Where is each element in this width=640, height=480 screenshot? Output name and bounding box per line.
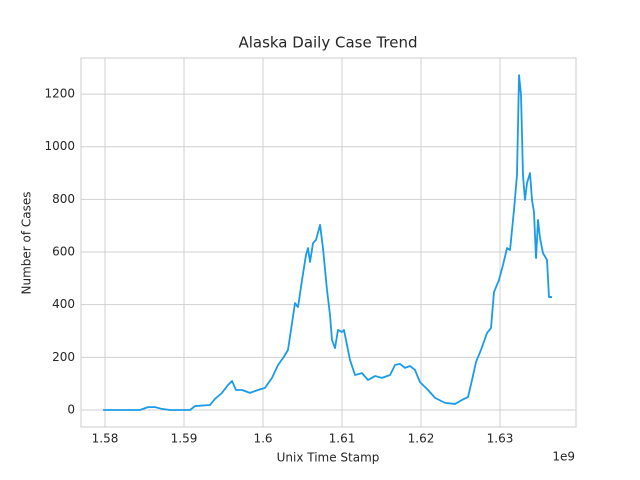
y-tick-label: 800 [52,192,75,206]
x-tick-label: 1.61 [329,432,356,446]
y-tick-label: 400 [52,297,75,311]
y-tick-label: 1000 [44,139,75,153]
x-tick-label: 1.63 [487,432,514,446]
data-line [103,74,552,411]
y-tick-label: 0 [67,402,75,416]
chart-title: Alaska Daily Case Trend [238,34,417,52]
y-tick-label: 1200 [44,87,75,101]
y-axis-label: Number of Cases [20,191,34,294]
plot-frame [80,57,577,428]
x-tick-label: 1.6 [253,432,272,446]
x-axis-label: Unix Time Stamp [277,451,380,465]
x-tick-label: 1.62 [408,432,435,446]
x-offset-label: 1e9 [552,450,575,464]
y-tick-label: 600 [52,245,75,259]
x-tick-label: 1.58 [92,432,119,446]
y-tick-label: 200 [52,350,75,364]
x-tick-label: 1.59 [171,432,198,446]
